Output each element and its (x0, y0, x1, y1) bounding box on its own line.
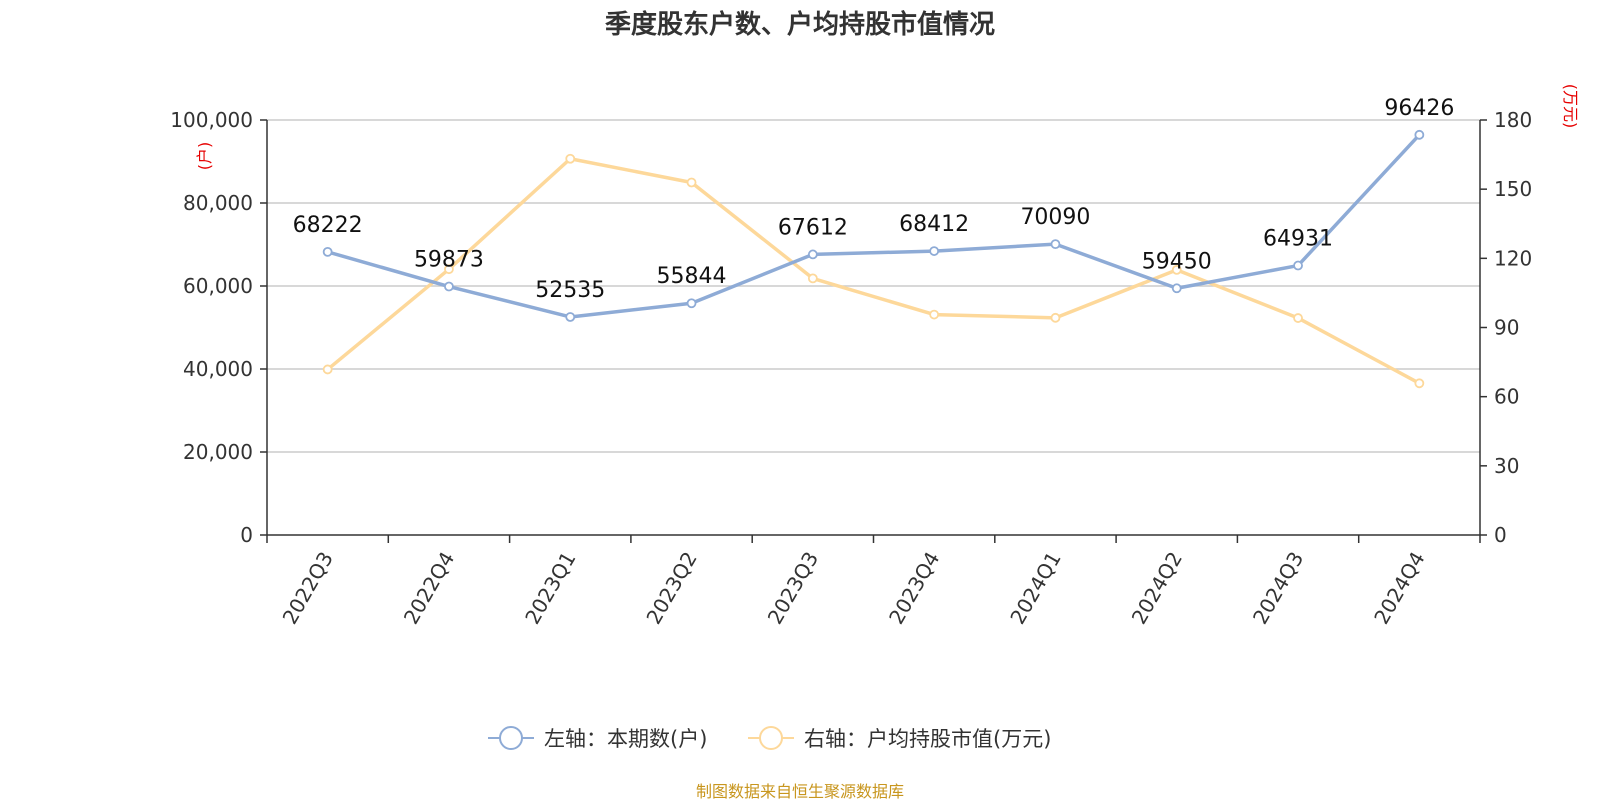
right-axis-tick-label: 120 (1494, 246, 1532, 270)
left-axis-tick-label: 80,000 (183, 191, 253, 215)
left-axis-tick-label: 60,000 (183, 274, 253, 298)
x-axis-tick-label: 2023Q2 (641, 548, 701, 629)
legend: 左轴：本期数(户) 右轴：户均持股市值(万元) (488, 726, 1051, 751)
series-line (327, 133, 1421, 319)
data-point (807, 249, 818, 260)
data-point (686, 298, 697, 309)
data-point (1171, 264, 1182, 275)
x-axis-tick-label: 2024Q3 (1248, 548, 1308, 629)
data-point (1050, 239, 1061, 250)
data-point (1414, 378, 1425, 389)
series-line (326, 156, 1421, 385)
data-point (1171, 283, 1182, 294)
right-axis-tick-label: 0 (1494, 523, 1507, 547)
x-axis: 2022Q3 2022Q4 2023Q1 2023Q2 2023Q3 2023Q4 2024… (266, 534, 1481, 629)
left-axis: 0 20,000 40,000 60,000 80,000 100,000 (户) (170, 108, 268, 547)
x-axis-tick-label: 2023Q1 (520, 548, 580, 629)
data-labels: 68222 59873 52535 55844 67612 68412 70090 59450… (293, 96, 1455, 303)
data-label: 59450 (1142, 249, 1212, 274)
right-axis-tick-label: 90 (1494, 316, 1519, 340)
data-point (322, 364, 333, 375)
right-axis-tick-label: 150 (1494, 177, 1532, 201)
data-point (686, 177, 697, 188)
data-label: 52535 (535, 278, 605, 303)
x-axis-tick-label: 2022Q4 (399, 548, 459, 629)
left-axis-unit: (户) (195, 142, 214, 171)
data-point (1050, 312, 1061, 323)
left-axis-tick-label: 40,000 (183, 357, 253, 381)
left-axis-tick-label: 20,000 (183, 440, 253, 464)
data-point (1293, 260, 1303, 271)
data-point (807, 273, 818, 284)
legend-item-label: 右轴：户均持股市值(万元) (804, 727, 1051, 751)
grid-lines (267, 119, 1480, 453)
data-point (444, 264, 454, 275)
data-label: 68222 (293, 213, 363, 238)
data-label: 96426 (1384, 96, 1454, 121)
legend-marker-icon (759, 726, 783, 750)
right-axis-tick-label: 60 (1494, 385, 1519, 409)
data-point (929, 246, 940, 256)
data-point (1414, 129, 1425, 140)
right-axis-unit: (万元) (1561, 84, 1580, 129)
right-axis: 0 30 60 90 120 150 180 (万元) (1479, 84, 1580, 547)
data-point (565, 153, 576, 164)
data-label: 68412 (899, 212, 969, 237)
chart-title: 季度股东户数、户均持股市值情况 (604, 10, 995, 40)
right-axis-tick-label: 30 (1494, 454, 1519, 478)
x-axis-tick-label: 2024Q4 (1369, 548, 1429, 629)
x-axis-tick-label: 2023Q3 (763, 548, 823, 629)
data-point (929, 309, 940, 320)
right-axis-tick-label: 180 (1494, 108, 1532, 132)
x-axis-tick-label: 2024Q1 (1005, 548, 1065, 629)
legend-item-label: 左轴：本期数(户) (544, 727, 707, 751)
data-source-note: 制图数据来自恒生聚源数据库 (695, 782, 904, 801)
x-axis-tick-label: 2024Q2 (1127, 548, 1187, 629)
data-label: 64931 (1263, 227, 1333, 252)
series-lines (322, 129, 1425, 389)
left-axis-tick-label: 100,000 (170, 108, 253, 132)
legend-marker-icon (499, 726, 523, 750)
data-label: 55844 (657, 264, 727, 289)
data-label: 70090 (1020, 205, 1090, 230)
data-point (565, 312, 576, 322)
data-point (444, 281, 454, 292)
x-axis-tick-label: 2023Q4 (884, 548, 944, 629)
data-label: 59873 (414, 248, 484, 273)
data-point (322, 246, 333, 257)
left-axis-tick-label: 0 (240, 523, 253, 547)
data-point (1293, 313, 1303, 323)
x-axis-tick-label: 2022Q3 (278, 548, 338, 629)
data-label: 67612 (778, 215, 848, 240)
